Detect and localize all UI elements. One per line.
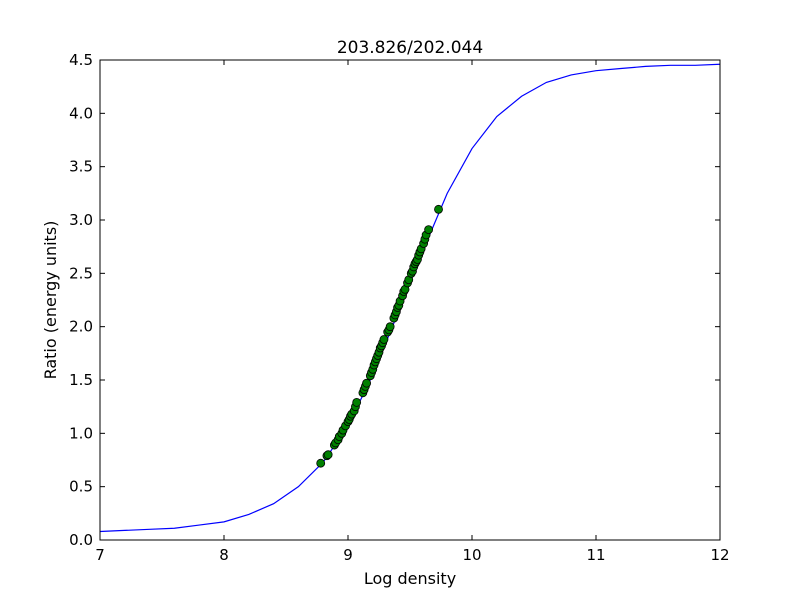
plot-area-background — [100, 60, 720, 540]
y-tick-label: 4.0 — [69, 104, 93, 122]
y-tick-label: 3.5 — [69, 158, 93, 176]
x-tick-label: 7 — [95, 546, 105, 564]
y-tick-label: 3.0 — [69, 211, 93, 229]
y-tick-label: 0.0 — [69, 531, 93, 549]
x-axis-label: Log density — [364, 569, 456, 588]
data-point — [385, 322, 395, 332]
chart-title: 203.826/202.044 — [337, 38, 483, 58]
x-tick-label: 12 — [710, 546, 729, 564]
data-point — [323, 450, 333, 460]
y-tick-label: 0.5 — [69, 478, 93, 496]
data-point — [379, 335, 389, 344]
y-tick-label: 1.5 — [69, 371, 93, 389]
y-tick-label: 2.0 — [69, 318, 93, 336]
x-tick-label: 11 — [586, 546, 605, 564]
y-axis-label: Ratio (energy units) — [41, 221, 60, 380]
data-point — [352, 397, 362, 407]
x-tick-label: 9 — [343, 546, 353, 564]
y-axis-ticks: 0.0 0.5 1.0 1.5 2.0 2.5 3.0 3.5 4.0 4.5 — [69, 51, 720, 549]
y-tick-label: 4.5 — [69, 51, 93, 69]
data-point — [316, 458, 326, 468]
y-tick-label: 2.5 — [69, 264, 93, 282]
x-tick-label: 10 — [462, 546, 481, 564]
y-tick-label: 1.0 — [69, 424, 93, 442]
plot-frame — [99, 59, 721, 541]
x-tick-label: 8 — [219, 546, 229, 564]
data-point — [362, 378, 372, 388]
data-point — [424, 225, 434, 235]
data-point — [434, 204, 443, 214]
scatter-series-layer — [316, 204, 443, 468]
x-axis-ticks: 7 8 9 10 11 12 — [95, 60, 730, 564]
